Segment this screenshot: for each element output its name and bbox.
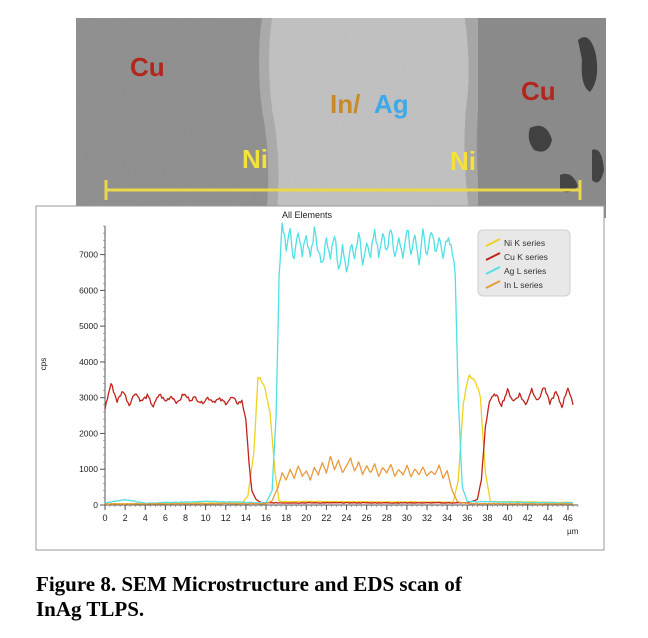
x-tick-label: 12	[221, 513, 231, 523]
y-axis-label: cps	[39, 358, 48, 370]
x-tick-label: 46	[563, 513, 573, 523]
chart-title: All Elements	[282, 210, 333, 220]
x-tick-label: 34	[442, 513, 452, 523]
y-tick-label: 7000	[79, 250, 98, 260]
legend-swatch	[485, 252, 501, 261]
x-tick-label: 10	[201, 513, 211, 523]
eds-chart: All Elements cps µm 0 1000 2000 3000 4000 500…	[35, 205, 605, 551]
legend-swatch	[485, 266, 501, 275]
label-in: In/	[330, 89, 360, 119]
legend-entry: In L series	[504, 280, 543, 290]
legend-entry: Cu K series	[504, 252, 548, 262]
x-tick-label: 36	[462, 513, 472, 523]
x-tick-label: 24	[342, 513, 352, 523]
x-tick-label: 16	[261, 513, 271, 523]
legend-swatch	[485, 238, 501, 247]
x-tick-label: 2	[123, 513, 128, 523]
series-line-ag-l-series	[104, 222, 574, 505]
label-ni-left: Ni	[242, 144, 268, 174]
x-tick-label: 30	[402, 513, 412, 523]
label-cu-left: Cu	[130, 52, 165, 82]
y-tick-label: 5000	[79, 321, 98, 331]
x-tick-label: 40	[503, 513, 513, 523]
x-tick-label: 32	[422, 513, 432, 523]
x-tick-label: 38	[482, 513, 492, 523]
x-tick-label: 44	[543, 513, 553, 523]
sem-grain-overlay	[76, 18, 606, 218]
figure: Cu In/ Ag Cu Ni Ni All Elements cps µm 0…	[35, 18, 606, 551]
y-tick-label: 3000	[79, 393, 98, 403]
label-ag: Ag	[374, 89, 409, 119]
legend: Ni K series Cu K series Ag L series In L se…	[477, 229, 571, 297]
caption-line-1: Figure 8. SEM Microstructure and EDS sca…	[36, 572, 462, 596]
x-tick-label: 18	[281, 513, 291, 523]
legend-entry: Ag L series	[504, 266, 546, 276]
x-tick-label: 42	[523, 513, 533, 523]
y-tick-label: 2000	[79, 428, 98, 438]
x-tick-label: 0	[102, 513, 107, 523]
x-tick-label: 20	[301, 513, 311, 523]
label-cu-right: Cu	[521, 76, 556, 106]
x-tick-label: 6	[163, 513, 168, 523]
y-tick-label: 1000	[79, 464, 98, 474]
label-ni-right: Ni	[450, 146, 476, 176]
x-tick-label: 26	[362, 513, 372, 523]
sem-micrograph: Cu In/ Ag Cu Ni Ni	[76, 18, 606, 218]
legend-box	[477, 229, 571, 297]
y-tick-label: 4000	[79, 357, 98, 367]
legend-swatch	[485, 280, 501, 289]
figure-caption: Figure 8. SEM Microstructure and EDS sca…	[36, 572, 616, 622]
caption-line-2: InAg TLPS.	[36, 597, 145, 621]
series-line-in-l-series	[104, 455, 573, 505]
legend-entry: Ni K series	[504, 238, 545, 248]
y-tick-label: 6000	[79, 285, 98, 295]
x-tick-label: 8	[183, 513, 188, 523]
scan-line	[104, 180, 582, 200]
x-axis-label: µm	[567, 527, 579, 536]
y-tick-label: 0	[93, 500, 98, 510]
x-tick-label: 22	[321, 513, 331, 523]
x-tick-label: 14	[241, 513, 251, 523]
series-line-cu-k-series	[104, 382, 574, 504]
x-tick-label: 4	[143, 513, 148, 523]
x-tick-label: 28	[382, 513, 392, 523]
